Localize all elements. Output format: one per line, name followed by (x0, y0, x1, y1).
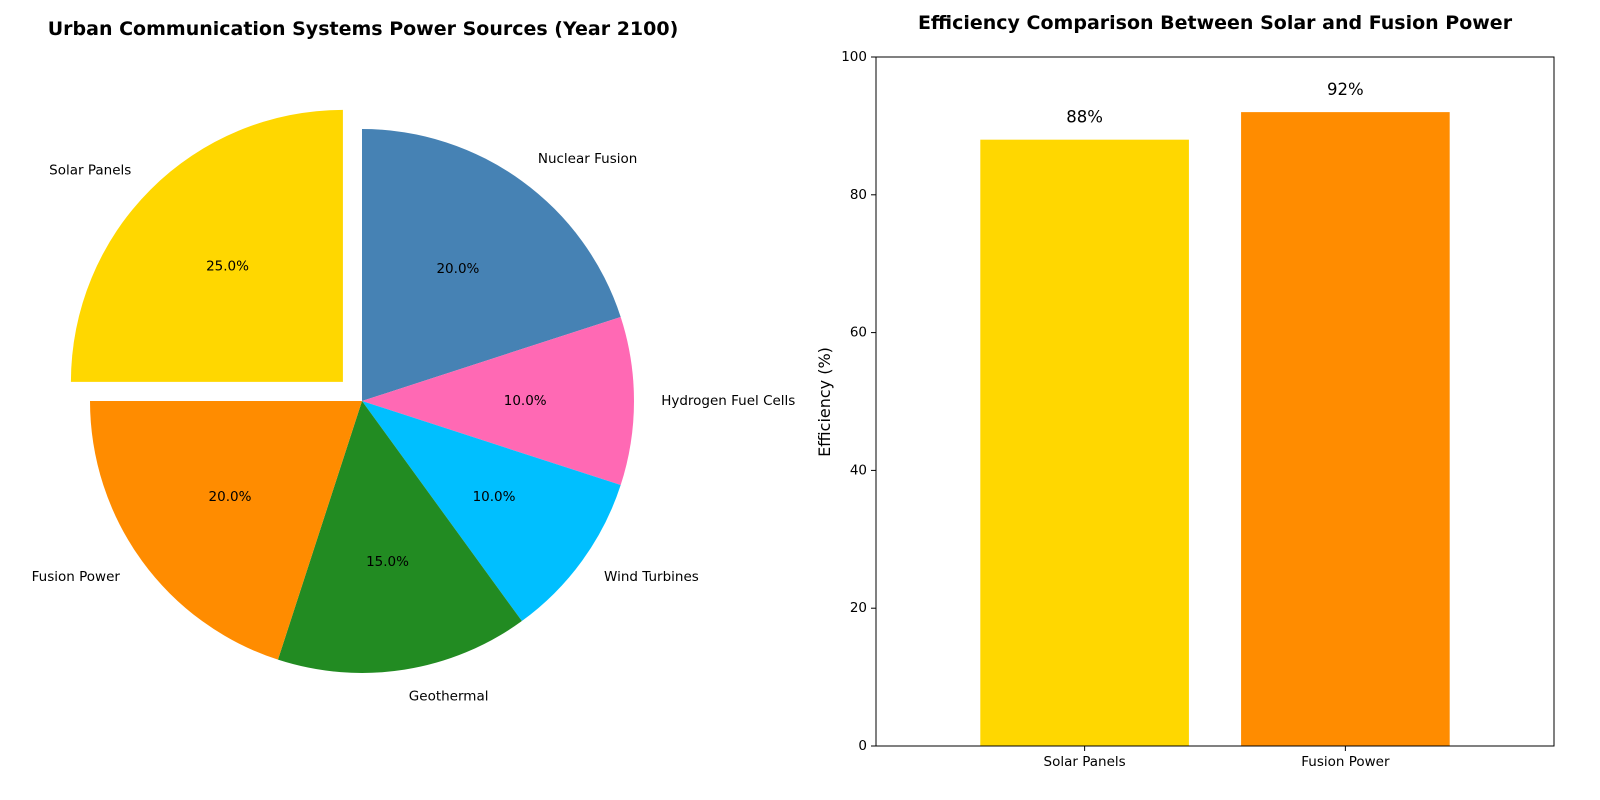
pie-slice-percent-nuclear-fusion: 20.0% (436, 261, 479, 277)
bar-series: 88% 92% (980, 80, 1450, 747)
pie-slice-label-nuclear-fusion: Nuclear Fusion (538, 151, 637, 167)
pie-wedges (70, 109, 634, 673)
pie-slice-label-wind-turbines: Wind Turbines (604, 569, 699, 585)
y-tick-label: 80 (850, 187, 867, 203)
pie-slice-percent-hydrogen-fuel-cells: 10.0% (504, 393, 547, 409)
pie-slice-hydrogen-fuel-cells (362, 316, 634, 486)
pie-slice-label-fusion-power: Fusion Power (32, 569, 121, 585)
pie-slice-nuclear-fusion (362, 129, 621, 401)
pie-slice-percent-geothermal: 15.0% (366, 554, 409, 570)
y-axis-label: Efficiency (%) (815, 347, 834, 457)
bar-chart-title: Efficiency Comparison Between Solar and … (918, 12, 1513, 34)
pie-slice-percent-solar-panels: 25.0% (206, 259, 249, 275)
y-tick-label: 60 (850, 325, 867, 341)
y-tick-label: 0 (858, 738, 867, 754)
y-tick-label: 20 (850, 600, 867, 616)
bar-fusion-power (1241, 112, 1450, 747)
pie-slice-percent-wind-turbines: 10.0% (473, 489, 516, 505)
pie-slice-label-geothermal: Geothermal (409, 689, 489, 705)
pie-slice-label-hydrogen-fuel-cells: Hydrogen Fuel Cells (661, 393, 795, 409)
x-tick-label-solar-panels: Solar Panels (1044, 754, 1126, 770)
pie-chart-title: Urban Communication Systems Power Source… (48, 18, 679, 40)
plot-frame (875, 56, 1555, 747)
pie-slice-geothermal (277, 401, 522, 673)
bar-solar-panels (980, 139, 1189, 746)
pie-slice-wind-turbines (362, 401, 621, 622)
pie-slice-percent-fusion-power: 20.0% (209, 489, 252, 505)
pie-chart: Urban Communication Systems Power Source… (32, 18, 796, 705)
bar-axes: Solar Panels Fusion Power 0 20 40 60 80 100 (841, 49, 1555, 770)
y-tick-label: 100 (841, 49, 867, 65)
x-tick-label-fusion-power: Fusion Power (1301, 754, 1390, 770)
bar-chart: Efficiency Comparison Between Solar and … (815, 12, 1555, 770)
bar-value-label-solar-panels: 88% (1066, 108, 1103, 127)
pie-labels: 20.0% Nuclear Fusion 10.0% Hydrogen Fuel Ce… (32, 151, 796, 705)
pie-slice-solar-panels (70, 109, 343, 382)
pie-slice-fusion-power (89, 401, 363, 660)
pie-slice-label-solar-panels: Solar Panels (49, 162, 131, 178)
bar-value-label-fusion-power: 92% (1327, 80, 1364, 99)
y-tick-label: 40 (850, 462, 867, 478)
